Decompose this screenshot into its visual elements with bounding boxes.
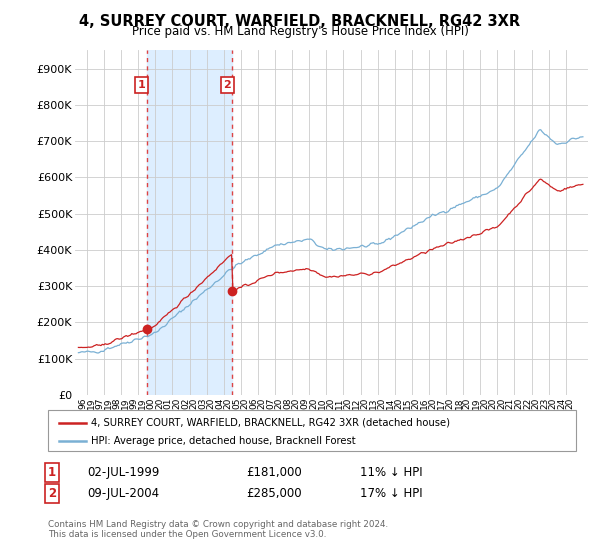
Text: 4, SURREY COURT, WARFIELD, BRACKNELL, RG42 3XR (detached house): 4, SURREY COURT, WARFIELD, BRACKNELL, RG…	[91, 418, 450, 428]
Text: Contains HM Land Registry data © Crown copyright and database right 2024.
This d: Contains HM Land Registry data © Crown c…	[48, 520, 388, 539]
Text: 1: 1	[138, 80, 146, 90]
Text: HPI: Average price, detached house, Bracknell Forest: HPI: Average price, detached house, Brac…	[91, 436, 356, 446]
Text: 4, SURREY COURT, WARFIELD, BRACKNELL, RG42 3XR: 4, SURREY COURT, WARFIELD, BRACKNELL, RG…	[79, 14, 521, 29]
Text: 11% ↓ HPI: 11% ↓ HPI	[360, 465, 422, 479]
Text: 2: 2	[48, 487, 56, 501]
Text: £181,000: £181,000	[246, 465, 302, 479]
Text: 02-JUL-1999: 02-JUL-1999	[87, 465, 160, 479]
Text: 2: 2	[223, 80, 231, 90]
Bar	[147, 50, 232, 395]
Text: Price paid vs. HM Land Registry's House Price Index (HPI): Price paid vs. HM Land Registry's House …	[131, 25, 469, 38]
Text: 09-JUL-2004: 09-JUL-2004	[87, 487, 159, 501]
Text: £285,000: £285,000	[246, 487, 302, 501]
Text: 17% ↓ HPI: 17% ↓ HPI	[360, 487, 422, 501]
Text: 1: 1	[48, 465, 56, 479]
